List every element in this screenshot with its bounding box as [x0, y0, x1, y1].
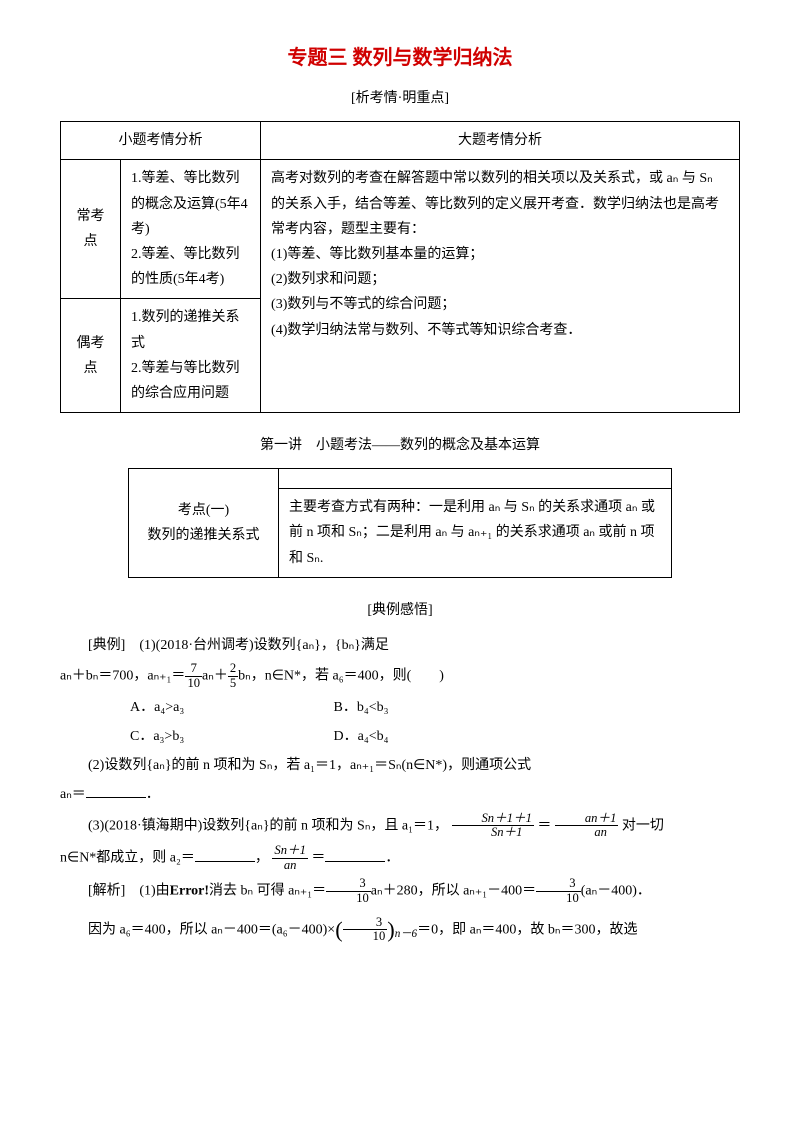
keypoint-right: 主要考查方式有两种：一是利用 aₙ 与 Sₙ 的关系求通项 aₙ 或前 n 项和…	[279, 489, 672, 578]
blank-3	[325, 848, 385, 862]
option-c: C．a₃>b₃	[130, 724, 330, 749]
sol1-mid2: aₙ＋280，所以 aₙ₊₁－400＝	[371, 884, 536, 899]
rparen-icon: )	[387, 917, 394, 942]
blank-1	[86, 784, 146, 798]
ex1-prefix: aₙ＋bₙ＝700，aₙ₊₁＝	[60, 669, 185, 684]
frac-an1: an＋1an	[555, 812, 618, 841]
ex2-suffix: ．	[146, 787, 160, 802]
ex3-prefix: (3)(2018·镇海期中)设数列{aₙ}的前 n 项和为 Sₙ，且 a₁＝1，	[88, 818, 448, 833]
table-header-left: 小题考情分析	[61, 122, 261, 160]
ex3l2-prefix: n∈N*都成立，则 a₂＝	[60, 851, 195, 866]
row-label-1: 常考点	[61, 160, 121, 299]
frac-3-10a: 310	[326, 877, 371, 906]
example-3-line2: n∈N*都成立，则 a₂＝ ， Sn＋1an ＝ ．	[60, 844, 740, 873]
frac-sn1: Sn＋1＋1Sn＋1	[452, 812, 534, 841]
ex3-eq: ＝	[537, 818, 551, 833]
exponent: n－6	[395, 928, 417, 940]
kp-line1: 考点(一)	[139, 498, 268, 523]
example-1-equation: aₙ＋bₙ＝700，aₙ₊₁＝710aₙ＋25bₙ，n∈N*，若 a₆＝400，…	[60, 662, 740, 691]
example-2: (2)设数列{aₙ}的前 n 项和为 Sₙ，若 a₁＝1，aₙ₊₁＝Sₙ(n∈N…	[60, 753, 740, 778]
subtitle: [析考情·明重点]	[60, 86, 740, 111]
row-label-2: 偶考点	[61, 299, 121, 413]
section-title: 第一讲 小题考法——数列的概念及基本运算	[60, 433, 740, 458]
frac-2-5: 25	[228, 662, 238, 691]
sol1-mid1: 消去 bₙ 可得 aₙ₊₁＝	[209, 884, 326, 899]
page-title: 专题三 数列与数学归纳法	[60, 40, 740, 76]
lparen-icon: (	[335, 917, 342, 942]
ex3l2-suffix: ．	[385, 851, 399, 866]
solution-label: [解析]	[88, 884, 125, 899]
frac-7-10: 710	[185, 662, 202, 691]
kp-line2: 数列的递推关系式	[139, 523, 268, 548]
frac-sn-an: Sn＋1an	[272, 844, 307, 873]
frac-3-10b: 310	[536, 877, 581, 906]
solution-1: [解析] (1)由Error!消去 bₙ 可得 aₙ₊₁＝310aₙ＋280，所…	[60, 877, 740, 906]
ex1-suffix: bₙ，n∈N*，若 a₆＝400，则( )	[238, 669, 444, 684]
sol2-prefix: 因为 a₆＝400，所以 aₙ－400＝(a₆－400)×	[88, 922, 335, 937]
table-header-right: 大题考情分析	[261, 122, 740, 160]
analysis-table: 小题考情分析 大题考情分析 常考点 1.等差、等比数列的概念及运算(5年4考) …	[60, 121, 740, 413]
example-1-intro: [典例] (1)(2018·台州调考)设数列{aₙ}，{bₙ}满足	[60, 633, 740, 658]
example-2-line2: aₙ＝ ．	[60, 782, 740, 807]
ex3l2-eq: ＝	[311, 851, 325, 866]
ex1-intro-text: (1)(2018·台州调考)设数列{aₙ}，{bₙ}满足	[139, 638, 389, 653]
cell-right-merged: 高考对数列的考查在解答题中常以数列的相关项以及关系式，或 aₙ 与 Sₙ 的关系…	[261, 160, 740, 413]
option-a: A．a₄>a₃	[130, 695, 330, 720]
example-label: [典例]	[88, 638, 125, 653]
ex3l2-mid: ，	[255, 851, 269, 866]
sol1-prefix: (1)由	[139, 884, 169, 899]
ex3-suffix: 对一切	[622, 818, 664, 833]
keypoint-left: 考点(一) 数列的递推关系式	[129, 469, 279, 578]
kp-empty	[279, 469, 672, 489]
cell-left-1: 1.等差、等比数列的概念及运算(5年4考) 2.等差、等比数列的性质(5年4考)	[121, 160, 261, 299]
solution-2: 因为 a₆＝400，所以 aₙ－400＝(a₆－400)×(310)n－6＝0，…	[60, 910, 740, 950]
example-3: (3)(2018·镇海期中)设数列{aₙ}的前 n 项和为 Sₙ，且 a₁＝1，…	[60, 812, 740, 841]
error-text: Error!	[170, 884, 209, 899]
example-header: [典例感悟]	[60, 598, 740, 623]
option-d: D．a₄<b₄	[334, 724, 534, 749]
option-b: B．b₄<b₃	[334, 695, 534, 720]
blank-2	[195, 848, 255, 862]
frac-3-10c: 310	[343, 916, 388, 945]
ex2-prefix: aₙ＝	[60, 787, 86, 802]
ex1-mid: aₙ＋	[202, 669, 228, 684]
options-row-1: A．a₄>a₃ B．b₄<b₃	[130, 695, 740, 720]
cell-left-2: 1.数列的递推关系式 2.等差与等比数列的综合应用问题	[121, 299, 261, 413]
options-row-2: C．a₃>b₃ D．a₄<b₄	[130, 724, 740, 749]
keypoint-table: 考点(一) 数列的递推关系式 主要考查方式有两种：一是利用 aₙ 与 Sₙ 的关…	[128, 468, 672, 578]
sol2-suffix: ＝0，即 aₙ＝400，故 bₙ＝300，故选	[417, 922, 637, 937]
sol1-suffix: (aₙ－400)．	[581, 884, 651, 899]
